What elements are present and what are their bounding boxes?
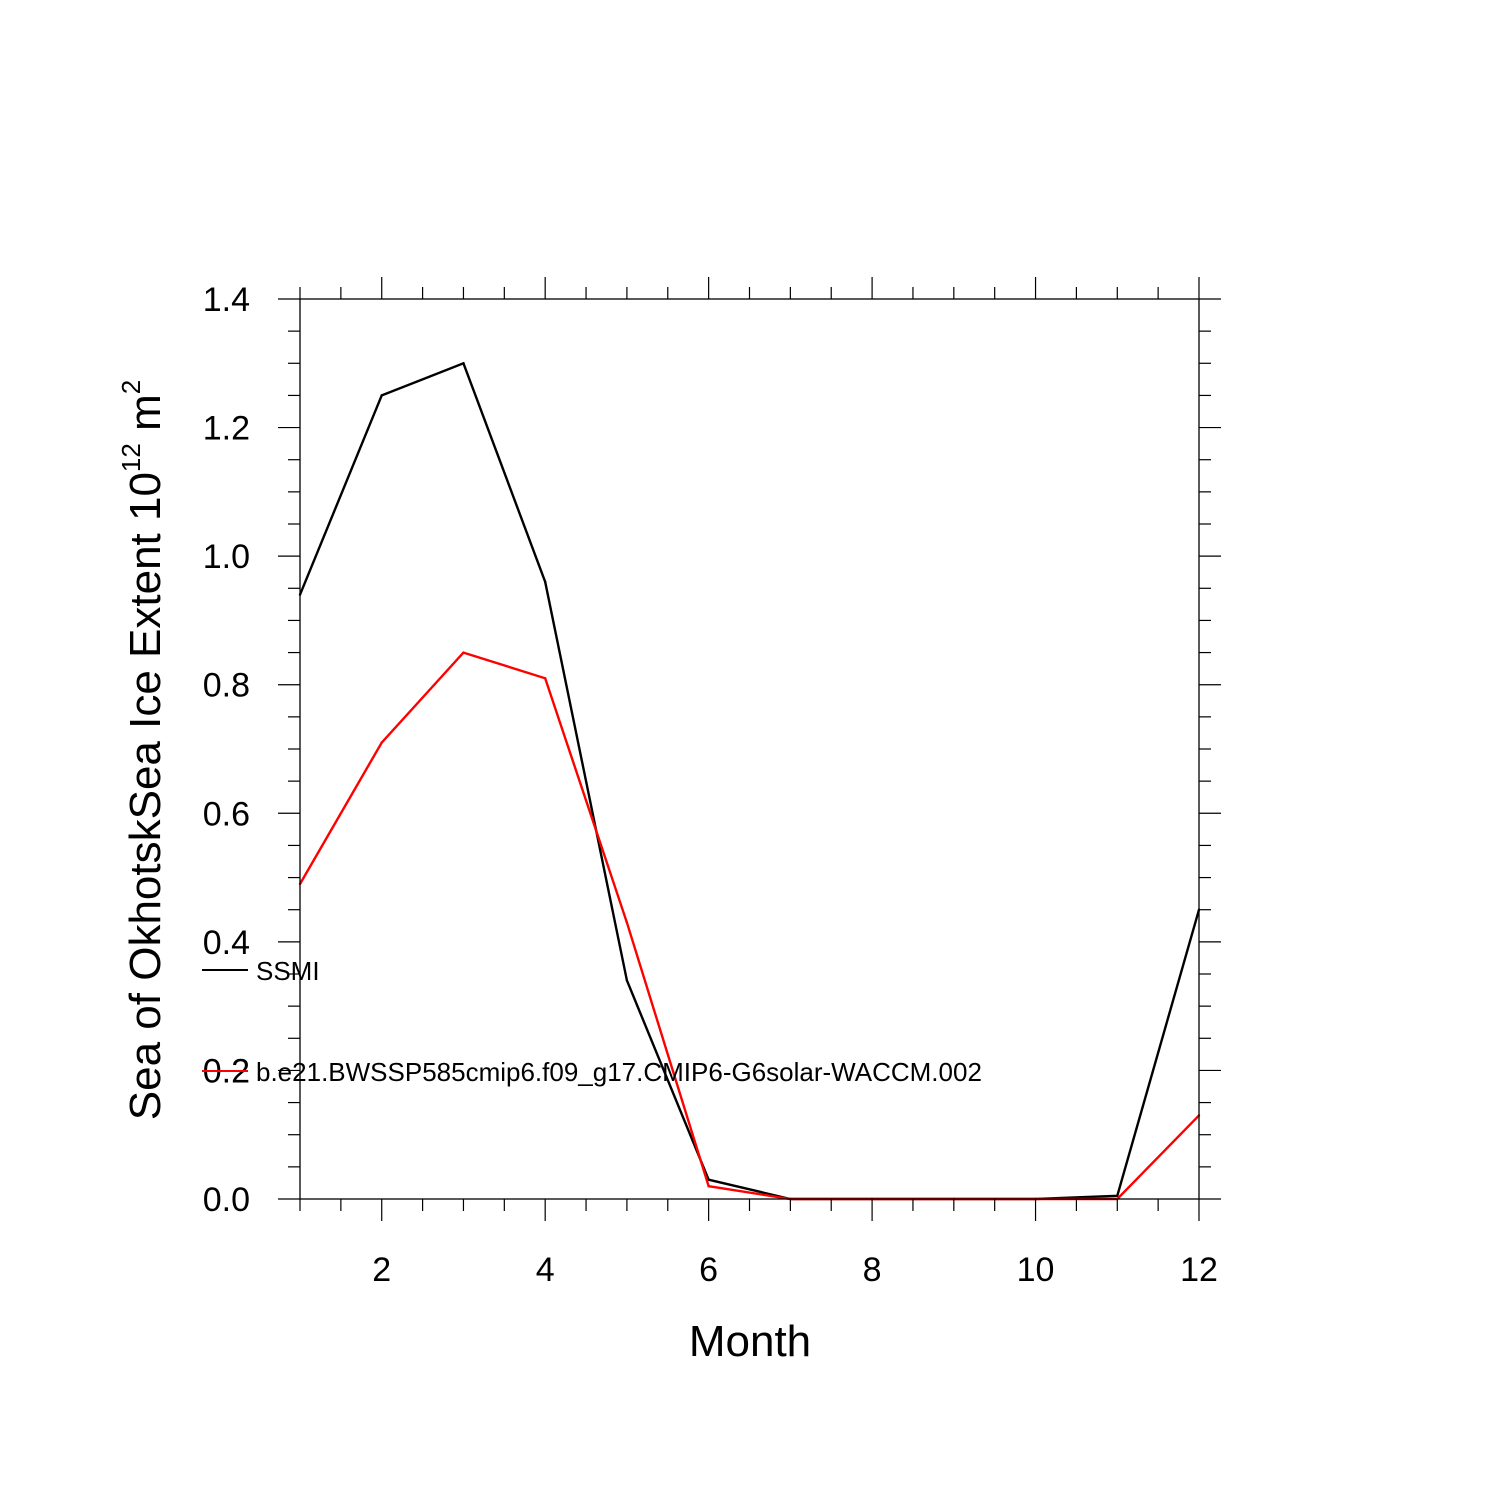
y-tick-label: 0.4 [203, 924, 250, 962]
y-tick-label: 1.4 [203, 281, 250, 319]
x-tick-label: 2 [372, 1251, 391, 1289]
x-tick-labels: 2 4 6 8 10 12 [372, 1251, 1218, 1289]
x-tick-label: 8 [863, 1251, 882, 1289]
tick-layer [278, 277, 1221, 1221]
x-tick-label: 10 [1017, 1251, 1055, 1289]
data-point-1-2 [462, 651, 465, 654]
plot-frame [299, 298, 1200, 1200]
data-point-0-10 [1116, 1194, 1119, 1197]
x-tick-label: 12 [1180, 1251, 1218, 1289]
y-axis-title: Sea of OkhotskSea Ice Extent 1012 m2 [116, 380, 170, 1120]
legend-label-waccm: b.e21.BWSSP585cmip6.f09_g17.CMIP6-G6sola… [256, 1057, 982, 1087]
x-tick-label: 6 [699, 1251, 718, 1289]
x-axis-title: Month [689, 1317, 811, 1366]
y-axis-title-main: Sea of OkhotskSea Ice Extent 10 [121, 472, 170, 1120]
data-point-1-3 [543, 677, 547, 680]
y-axis-title-unit: m [121, 394, 170, 443]
y-tick-label: 1.0 [203, 538, 250, 576]
data-point-0-4 [625, 979, 629, 982]
y-tick-label: 0.6 [203, 795, 250, 833]
legend-label-ssmi: SSMI [256, 956, 320, 986]
data-point-1-1 [380, 741, 383, 744]
data-point-0-1 [380, 394, 383, 397]
y-tick-label: 0.8 [203, 667, 250, 705]
data-point-1-4 [625, 921, 629, 924]
y-axis-title-exp2: 2 [116, 380, 146, 394]
x-tick-label: 4 [536, 1251, 555, 1289]
data-point-1-5 [707, 1184, 710, 1188]
data-point-0-2 [462, 362, 465, 365]
y-axis-title-exp1: 12 [116, 443, 146, 472]
series-line-1 [298, 651, 1200, 1201]
y-tick-label: 1.2 [203, 410, 250, 448]
y-tick-label: 0.0 [203, 1181, 250, 1219]
legend: SSMI b.e21.BWSSP585cmip6.f09_g17.CMIP6-G… [202, 956, 982, 1087]
y-tick-labels: 0.00.20.40.60.81.01.21.4 [203, 281, 250, 1219]
data-point-0-3 [543, 580, 547, 584]
